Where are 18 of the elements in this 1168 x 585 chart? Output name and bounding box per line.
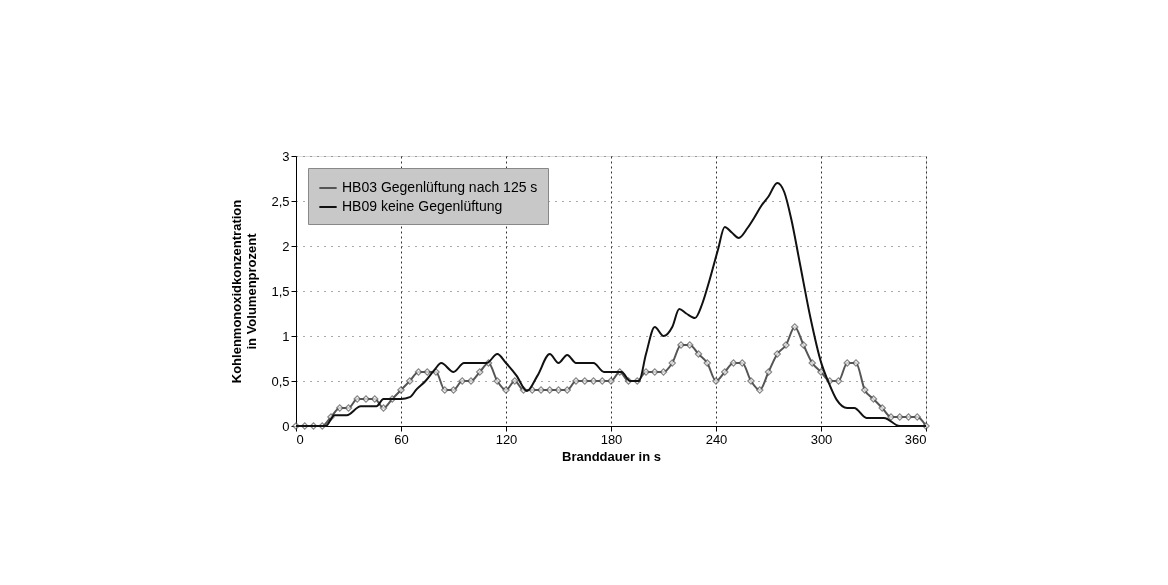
- y-tick-label: 2,5: [271, 193, 290, 209]
- x-tick-label: 300: [810, 431, 833, 447]
- x-tick-label: 360: [904, 431, 927, 447]
- y-tick-label: 0: [282, 418, 290, 434]
- x-tick-label: 60: [394, 431, 409, 447]
- legend-label: HB09 keine Gegenlüftung: [342, 198, 503, 214]
- y-tick-label: 2: [282, 238, 290, 254]
- y-tick-label: 1: [282, 328, 290, 344]
- y-tick-label: 3: [282, 148, 290, 164]
- y-axis-title: Kohlenmonoxidkonzentration in Volumenprozent: [229, 199, 260, 384]
- y-tick-label: 0,5: [271, 373, 290, 389]
- y-tick-label: 1,5: [271, 283, 290, 299]
- legend-label: HB03 Gegenlüftung nach 125 s: [342, 179, 538, 195]
- x-tick-label: 120: [495, 431, 518, 447]
- x-tick-label: 0: [296, 431, 304, 447]
- x-tick-label: 240: [705, 431, 728, 447]
- x-axis-title: Branddauer in s: [562, 448, 661, 464]
- x-tick-label: 180: [600, 431, 623, 447]
